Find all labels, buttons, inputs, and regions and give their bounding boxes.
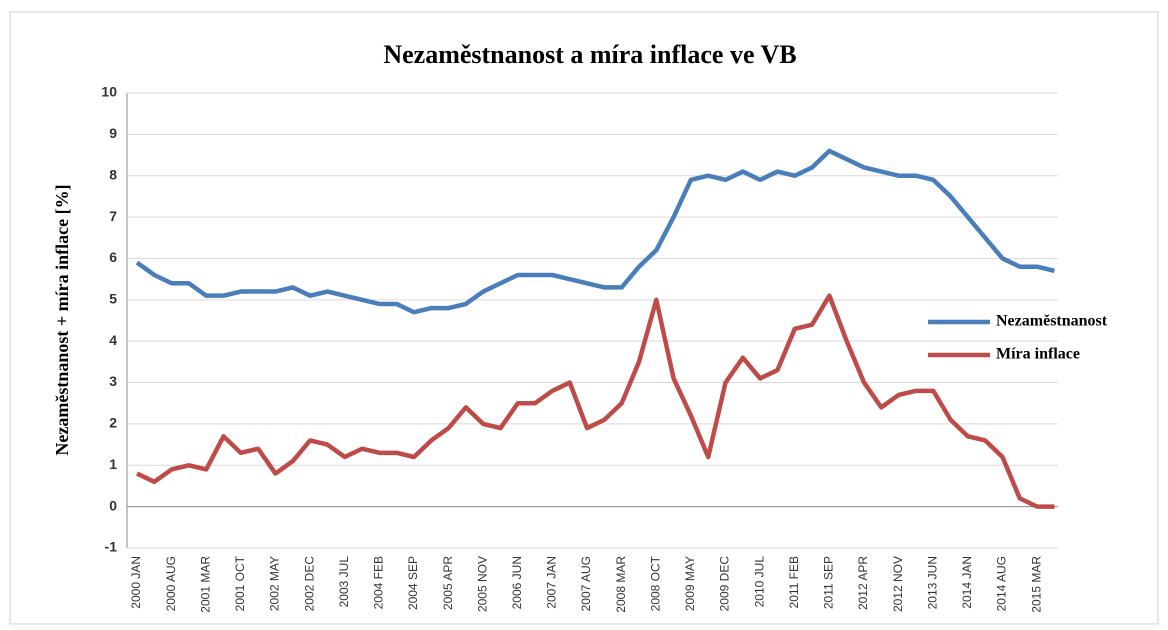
x-tick-label: 2013 JUN [925, 556, 939, 609]
x-tick-label: 2004 SEP [406, 556, 420, 610]
y-tick-label: 1 [109, 456, 117, 472]
y-tick-label: 2 [109, 415, 117, 431]
x-tick-label: 2011 SEP [822, 556, 836, 609]
x-tick-label: 2014 AUG [995, 556, 1009, 611]
y-tick-label: 3 [109, 373, 117, 389]
legend-label: Nezaměstnanost [996, 313, 1108, 330]
x-tick-label: 2004 FEB [372, 556, 386, 609]
y-tick-label: 0 [109, 497, 117, 513]
x-tick-label: 2012 APR [856, 556, 870, 610]
y-tick-label: 4 [109, 332, 117, 348]
y-tick-label: 9 [109, 125, 117, 141]
x-tick-label: 2001 MAR [198, 556, 212, 613]
x-tick-label: 2015 MAR [1029, 556, 1043, 613]
legend-label: Míra inflace [996, 346, 1080, 363]
x-tick-label: 2002 MAY [268, 556, 282, 611]
x-tick-label: 2005 NOV [475, 556, 489, 612]
line-series [136, 293, 1055, 509]
x-tick-label: 2009 MAY [683, 556, 697, 611]
y-tick-label: 5 [109, 291, 117, 307]
x-tick-label: 2014 JAN [960, 556, 974, 609]
x-tick-label: 2008 MAR [614, 556, 628, 613]
x-tick-label: 2011 FEB [787, 556, 801, 608]
x-tick-label: 2002 DEC [302, 556, 316, 612]
x-tick-label: 2005 APR [441, 556, 455, 610]
x-tick-label: 2001 OCT [233, 555, 247, 611]
x-tick-label: 2003 JUL [337, 556, 351, 608]
x-tick-label: 2010 JUL [752, 556, 766, 608]
x-tick-label: 2012 NOV [891, 556, 905, 612]
x-tick-label: 2009 DEC [718, 556, 732, 612]
y-axis-label: Nezaměstnanost + míra inflace [%] [52, 184, 72, 455]
y-tick-label: 10 [101, 84, 117, 100]
x-tick-label: 2007 AUG [579, 556, 593, 611]
x-tick-label: 2007 JAN [545, 556, 559, 609]
y-tick-label: 8 [109, 166, 117, 182]
y-tick-label: 6 [109, 249, 117, 265]
x-tick-label: 2008 OCT [648, 555, 662, 611]
chart-title: Nezaměstnanost a míra inflace ve VB [383, 40, 796, 69]
y-tick-label: -1 [105, 539, 118, 555]
x-tick-label: 2006 JUN [510, 556, 524, 609]
frame [9, 11, 1159, 625]
y-tick-label: 7 [109, 208, 117, 224]
x-tick-label: 2000 JAN [129, 556, 143, 609]
x-tick-label: 2000 AUG [164, 556, 178, 611]
line-series [135, 148, 1055, 315]
